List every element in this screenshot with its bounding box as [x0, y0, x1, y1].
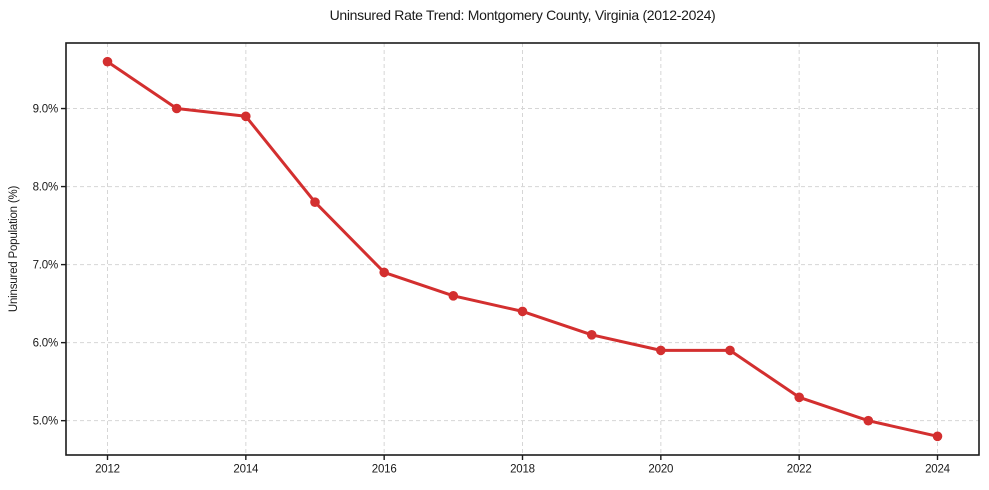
y-tick-label: 6.0% — [33, 338, 58, 350]
chart-title: Uninsured Rate Trend: Montgomery County,… — [329, 7, 716, 23]
x-tick-label: 2018 — [510, 464, 535, 476]
x-tick-label: 2020 — [648, 464, 673, 476]
y-tick-label: 7.0% — [33, 260, 58, 272]
data-point-marker — [517, 306, 528, 317]
data-point-marker — [241, 111, 251, 122]
data-point-marker — [863, 415, 874, 426]
data-point-marker — [171, 103, 182, 114]
x-tick-label: 2014 — [233, 464, 259, 476]
x-tick-label: 2022 — [787, 464, 812, 476]
y-tick-label: 9.0% — [33, 104, 58, 116]
data-point-marker — [102, 56, 113, 67]
data-point-marker — [379, 267, 390, 278]
data-point-marker — [586, 330, 597, 340]
x-tick-label: 2016 — [372, 464, 397, 476]
x-tick-label: 2024 — [925, 464, 951, 476]
data-point-marker — [794, 392, 804, 403]
x-tick-label: 2012 — [95, 464, 120, 476]
data-point-marker — [725, 345, 735, 356]
y-tick-label: 8.0% — [33, 182, 58, 194]
y-tick-label: 5.0% — [33, 416, 58, 428]
data-point-marker — [310, 197, 320, 207]
data-point-marker — [448, 291, 459, 301]
data-point-marker — [656, 345, 666, 356]
data-point-marker — [932, 431, 943, 442]
